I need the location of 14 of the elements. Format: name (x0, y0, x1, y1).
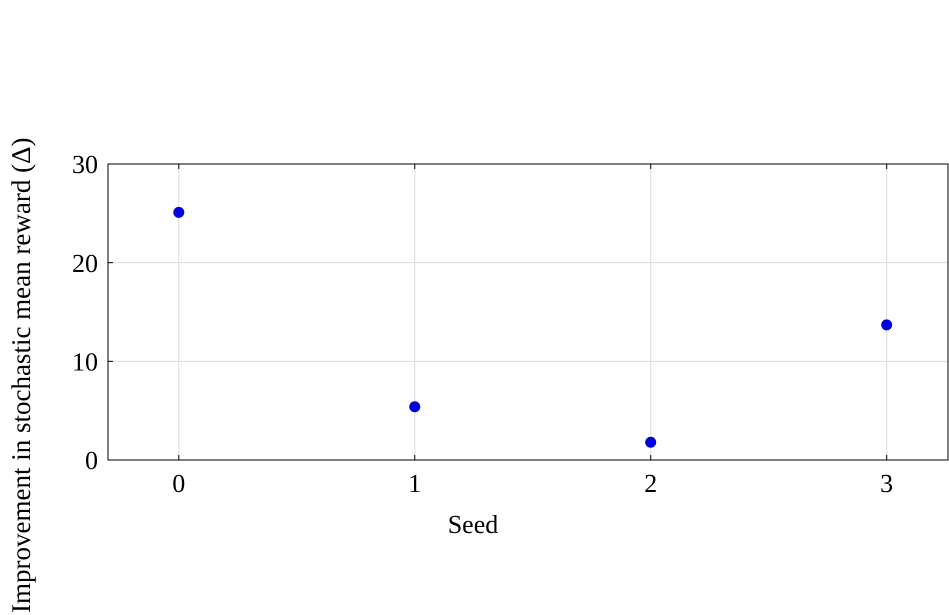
x-tick-label: 2 (644, 469, 658, 498)
point (409, 401, 420, 412)
y-axis-title: Improvement in stochastic mean reward (Δ) (6, 138, 36, 613)
x-tick-label: 3 (880, 469, 894, 498)
point (881, 319, 892, 330)
x-tick-label: 0 (172, 469, 186, 498)
point (173, 206, 184, 218)
y-tick-label: 20 (72, 248, 98, 278)
x-axis-title: Seed (448, 510, 498, 539)
y-tick-label: 30 (72, 150, 98, 180)
y-tick-label: 0 (85, 446, 98, 476)
y-tick-label: 10 (72, 347, 98, 376)
x-tick-label: 1 (408, 469, 422, 498)
point (645, 436, 656, 448)
